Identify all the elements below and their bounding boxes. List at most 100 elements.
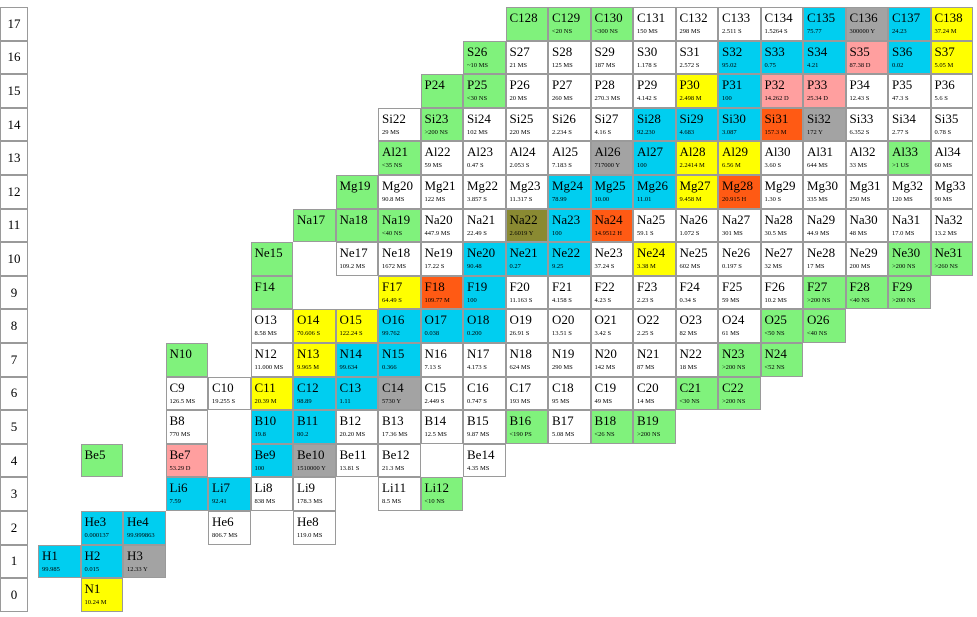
nuclide-cell: N23 >200 NS: [718, 343, 761, 377]
nuclide-label: Al28: [679, 144, 706, 160]
nuclide-label: Mg21: [424, 178, 456, 193]
nuclide-label: Si28: [637, 110, 661, 126]
nuclide-label: Al27: [637, 144, 663, 160]
nuclide-cell: B13 17.36 MS: [378, 410, 421, 444]
nuclide-label: F26: [764, 278, 785, 294]
nuclide-label: C12: [297, 379, 319, 395]
nuclide-cell: P24: [420, 74, 463, 108]
nuclide-cell: F14: [250, 275, 293, 310]
nuclide-label: S36: [892, 43, 913, 59]
nuclide-cell: Ne30 >200 NS: [888, 242, 931, 276]
nuclide-label: B14: [424, 413, 447, 429]
nuclide-label: P36: [934, 77, 955, 93]
nuclide-label: S28: [552, 43, 573, 59]
half-life: 2.449 S: [424, 397, 445, 405]
half-life: 250 MS: [849, 196, 871, 203]
half-life: 300000 Y: [849, 28, 876, 35]
nuclide-cell: Mg20 90.8 MS: [378, 175, 421, 209]
half-life: 0.200: [467, 330, 482, 338]
nuclide-cell: P33 25.34 D: [803, 74, 846, 108]
half-life: 11.000 MS: [254, 364, 284, 371]
half-life: >200 NS: [892, 296, 916, 304]
nuclide-cell: Al34 60 MS: [930, 141, 973, 175]
half-life: <10 NS: [424, 498, 445, 506]
half-life: 298 MS: [679, 28, 701, 35]
half-life: <40 NS: [382, 229, 403, 237]
half-life: 301 MS: [722, 229, 743, 237]
nuclide-cell: Na31 17.0 MS: [888, 208, 931, 243]
half-life: 25.34 D: [807, 95, 828, 103]
half-life: >200 NS: [722, 364, 746, 371]
half-life: 90.8 MS: [382, 196, 405, 203]
nuclide-cell: Si35 0.78 S: [930, 107, 973, 142]
nuclide-label: Mg30: [807, 178, 839, 193]
half-life: >1 US: [892, 162, 909, 170]
nuclide-cell: N13 9.965 M: [293, 343, 336, 377]
nuclide-cell: Ne25 602 MS: [675, 242, 718, 276]
nuclide-label: Ne15: [254, 245, 283, 261]
nuclide-cell: Al32 33 MS: [845, 141, 888, 175]
nuclide-cell: Si32 172 Y: [803, 107, 846, 142]
nuclide-label: Mg28: [722, 178, 754, 193]
nuclide-cell: B16 <190 PS: [505, 410, 548, 444]
nuclide-label: C136: [849, 10, 878, 25]
nuclide-cell: S29 187 MS: [590, 40, 633, 75]
half-life: 122 MS: [424, 196, 446, 203]
nuclide-cell: B17 5.08 MS: [548, 410, 591, 444]
nuclide-label: Ne19: [424, 245, 453, 261]
nuclide-label: Al22: [424, 144, 451, 160]
nuclide-cell: Be12 21.3 MS: [378, 443, 421, 478]
nuclide-cell: Mg27 9.458 M: [675, 175, 718, 209]
nuclide-label: P31: [722, 77, 743, 93]
half-life: 4.142 S: [637, 95, 657, 103]
nuclide-cell: Si26 2.234 S: [548, 107, 591, 142]
half-life: >200 NS: [722, 397, 746, 405]
half-life: 7.13 S: [424, 364, 442, 371]
nuclide-cell: Na27 301 MS: [718, 208, 761, 243]
half-life: 2.572 S: [679, 61, 700, 69]
half-life: 92.230: [637, 128, 655, 136]
nuclide-label: P25: [467, 77, 488, 93]
nuclide-label: F22: [594, 278, 615, 294]
nuclide-cell: F29 >200 NS: [888, 275, 931, 310]
nuclide-label: Li11: [382, 480, 407, 496]
half-life: <26 NS: [594, 431, 615, 439]
nuclide-label: Ne21: [509, 245, 538, 261]
half-life: 24.23: [892, 28, 907, 35]
half-life: 1.5264 S: [764, 28, 788, 35]
nuclide-cell: Si33 6.352 S: [845, 107, 888, 142]
nuclide-label: Al33: [892, 144, 918, 160]
nuclide-cell: Be11 13.81 S: [335, 443, 378, 478]
half-life: 20 MS: [509, 95, 528, 103]
nuclide-cell: O19 26.91 S: [505, 309, 548, 343]
nuclide-cell: S28 125 MS: [548, 40, 591, 75]
nuclide-cell: N17 4.173 S: [463, 343, 506, 377]
nuclide-label: C132: [679, 10, 708, 25]
half-life: 11.163 S: [509, 296, 533, 304]
nuclide-label: O19: [509, 312, 532, 328]
nuclide-label: Ne23: [594, 245, 623, 261]
nuclide-cell: Be7 53.29 D: [165, 443, 208, 478]
nuclide-cell: Mg19: [335, 175, 378, 209]
nuclide-label: Si34: [892, 110, 916, 126]
nuclide-label: Si22: [382, 110, 406, 126]
nuclide-cell: F17 64.49 S: [378, 275, 421, 310]
half-life: 70.606 S: [297, 330, 321, 338]
nuclide-cell: Ne19 17.22 S: [420, 242, 463, 276]
nuclide-label: N10: [169, 346, 192, 361]
nuclide-label: H1: [42, 547, 58, 563]
nuclide-label: Al30: [764, 144, 791, 160]
nuclide-cell: Al33 >1 US: [888, 141, 931, 175]
nuclide-label: Na18: [339, 211, 368, 227]
nuclide-label: F23: [637, 278, 658, 294]
nuclide-label: N12: [254, 346, 277, 361]
nuclide-cell: P30 2.498 M: [675, 74, 718, 108]
nuclide-cell: Si25 220 MS: [505, 107, 548, 142]
nuclide-label: O21: [594, 312, 617, 328]
nuclide-label: He4: [127, 514, 149, 529]
nuclide-cell: C134 1.5264 S: [760, 7, 803, 41]
half-life: 447.9 MS: [424, 229, 451, 237]
half-life: 19.8: [254, 431, 266, 439]
half-life: 1510000 Y: [297, 464, 326, 472]
nuclide-cell: O13 8.58 MS: [250, 309, 293, 343]
